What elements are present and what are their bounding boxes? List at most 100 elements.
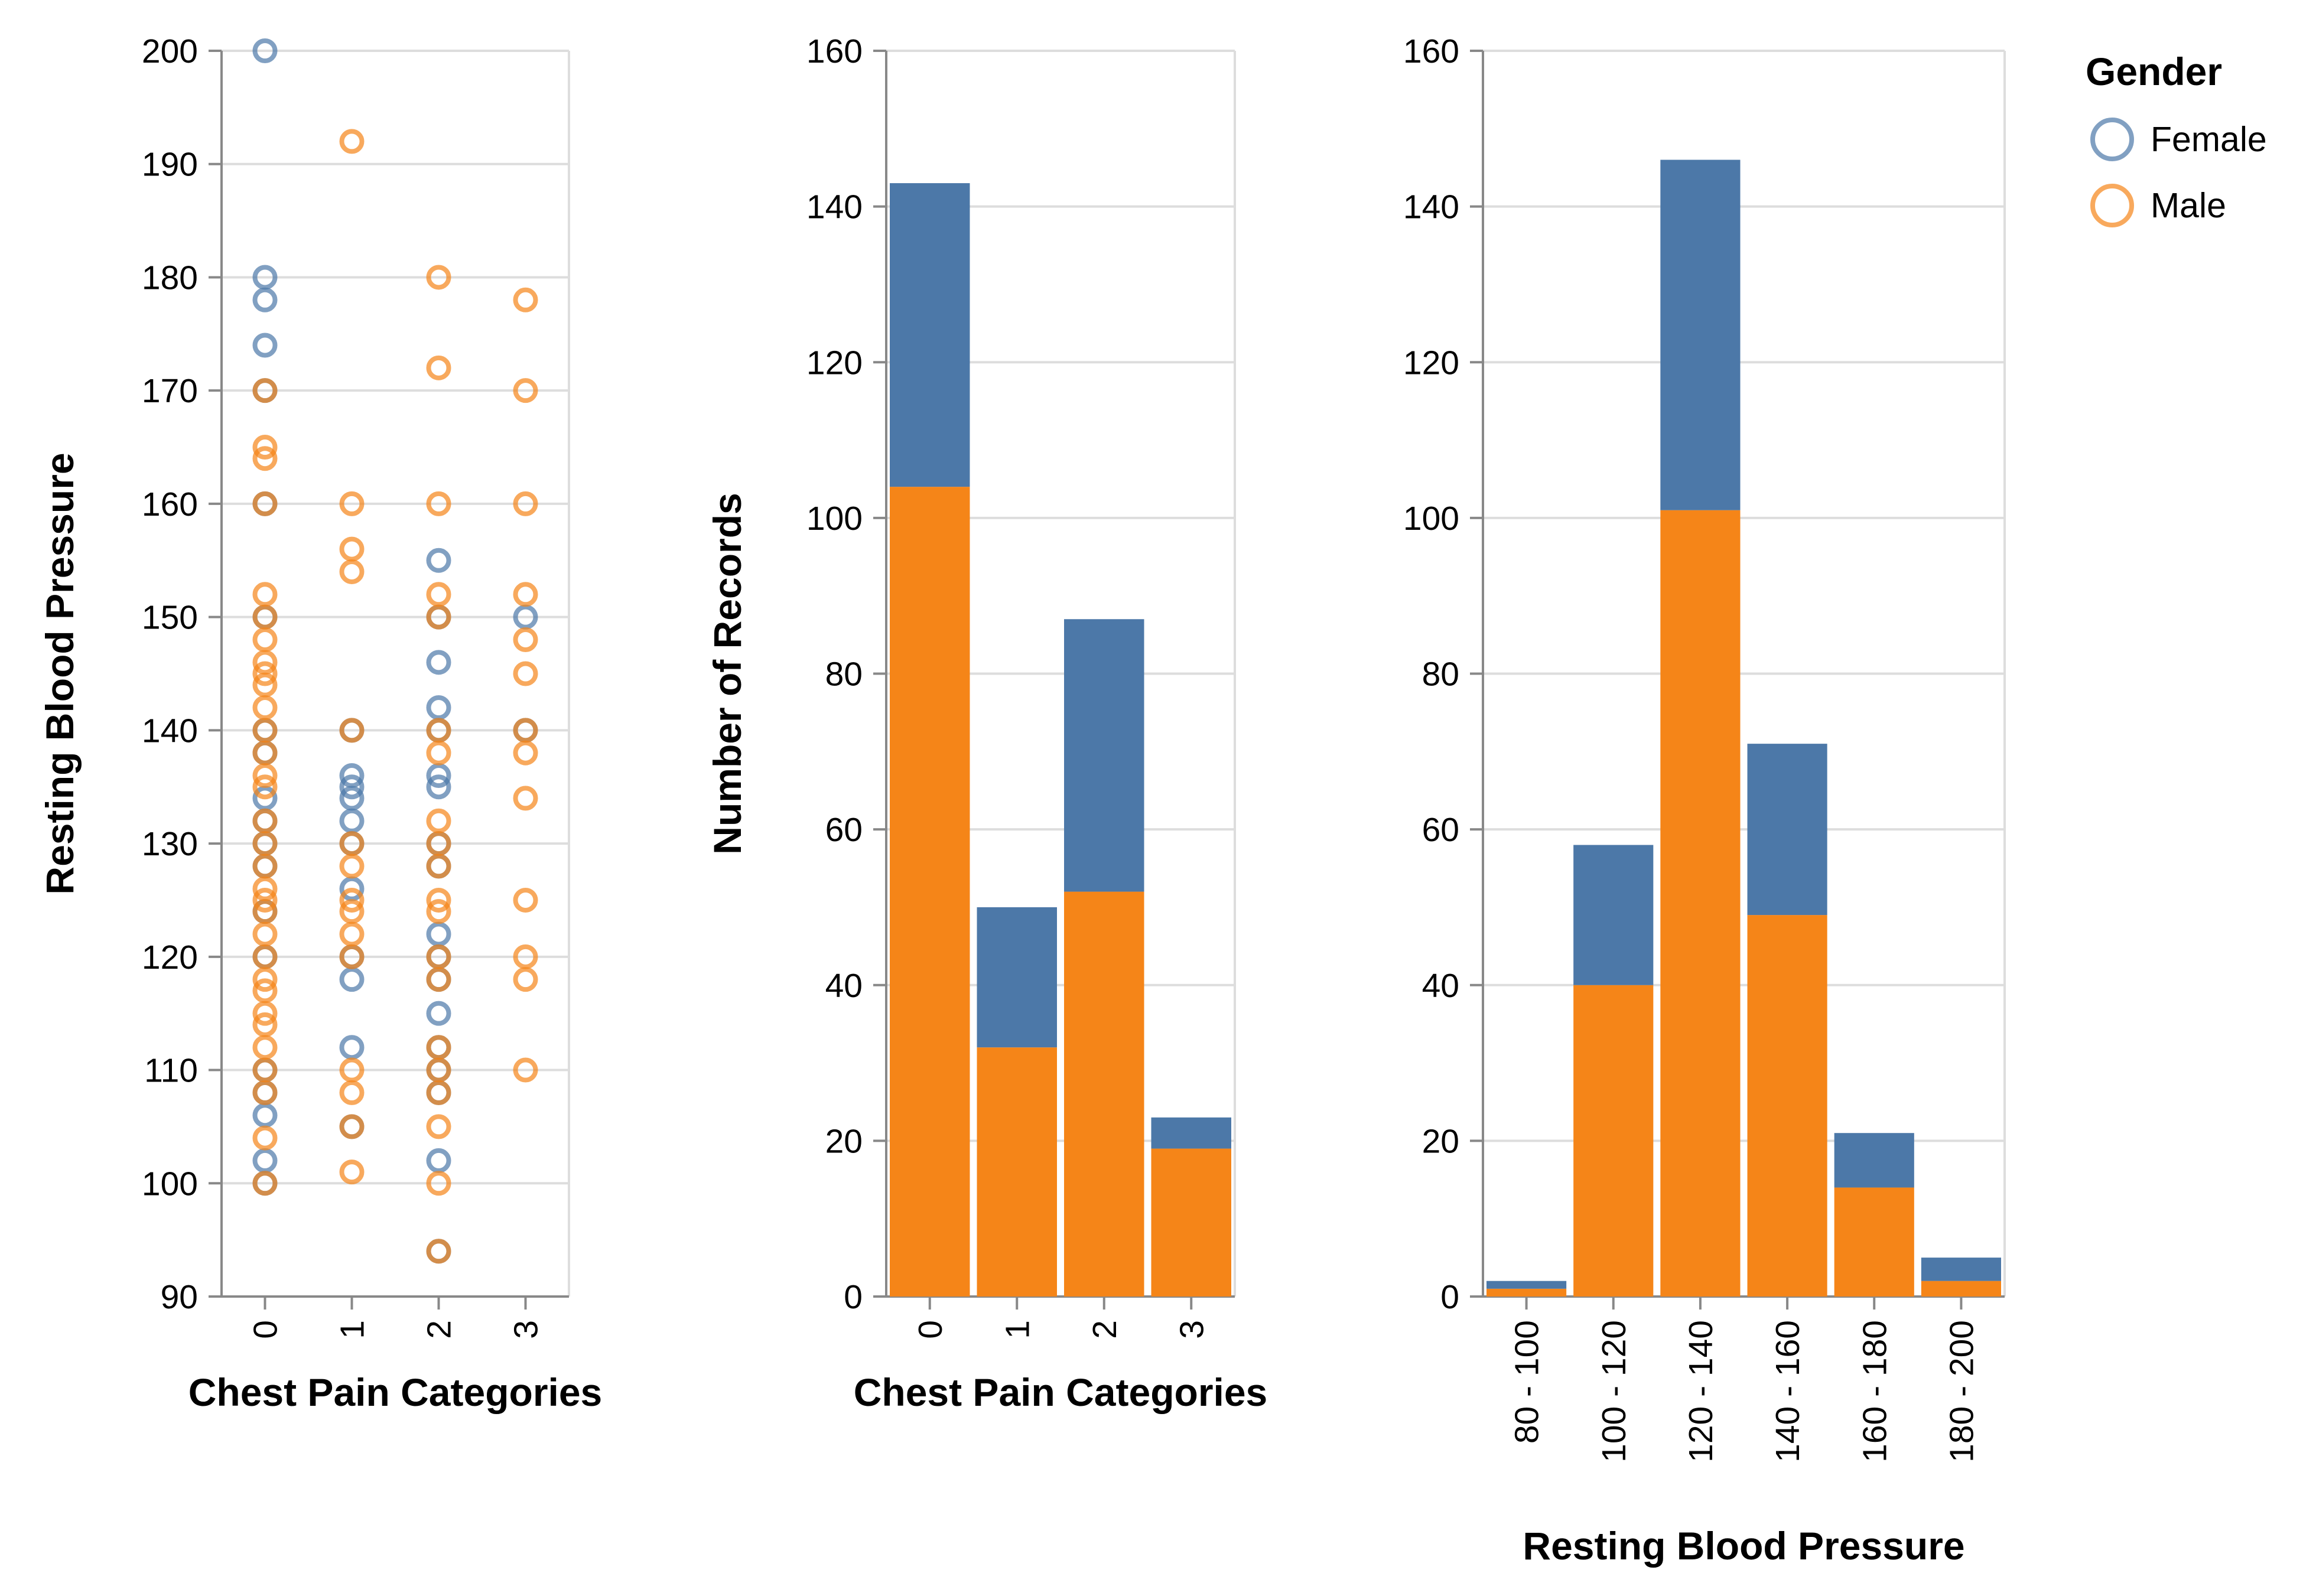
scatter-point-male [252,921,278,947]
scatter-point-male [252,944,278,969]
scatter-point-male [252,718,278,743]
scatter-point-male [252,695,278,721]
scatter-point-male [426,355,451,380]
scatter-point-male [426,582,451,607]
x-tick-label: 3 [508,1320,545,1339]
scatter-point-male [513,967,538,992]
scatter-point-male [252,1171,278,1196]
scatter-point-female [426,1148,451,1173]
bar-female [1747,744,1827,916]
scatter-point-female [339,786,365,811]
scatter-point-male [339,854,365,879]
scatter-point-female [339,774,365,800]
scatter-point-male [252,763,278,789]
y-tick-label: 80 [825,656,863,693]
scatter-point-male [426,1114,451,1139]
bar-male [890,487,970,1297]
y-tick-label: 160 [1403,32,1459,70]
x-tick-label: 80 - 100 [1508,1320,1546,1444]
legend-label-male: Male [2151,186,2226,225]
scatter-point-male [426,831,451,856]
scatter-point-male [426,1171,451,1196]
scatter-point-male [513,944,538,969]
scatter-point-male [339,1114,365,1139]
scatter-point-male [252,831,278,856]
scatter-point-female [252,333,278,358]
scatter-point-female [426,650,451,675]
scatter-point-male [513,740,538,766]
scatter-point-male [426,265,451,290]
bar-male [977,1047,1057,1297]
scatter-point-female [252,786,278,811]
bar-female [1151,1117,1231,1149]
y-tick-label: 60 [825,811,863,849]
scatter-point-male [513,627,538,652]
scatter-point-male [513,718,538,743]
y-tick-label: 190 [142,146,198,184]
scatter-point-male [252,582,278,607]
scatter-point-female [426,921,451,947]
y-tick-label: 130 [142,825,198,863]
scatter-point-male [252,604,278,630]
y-tick-label: 0 [844,1278,863,1316]
y-tick-label: 120 [1403,344,1459,382]
bar-female [1834,1133,1914,1188]
scatter-point-male [252,899,278,924]
scatter-point-male [426,718,451,743]
scatter-point-male [426,854,451,879]
scatter-point-female [339,763,365,789]
y-tick-label: 60 [1422,811,1459,849]
bar-female [1486,1281,1567,1289]
y-tick-label: 200 [142,32,198,70]
bar-female [1660,159,1741,510]
x-tick-label: 140 - 160 [1769,1320,1807,1463]
scatter-point-male [339,1057,365,1083]
scatter-point-male [426,1080,451,1105]
scatter-point-male [426,944,451,969]
x-tick-label: 0 [247,1320,285,1339]
x-tick-label: 160 - 180 [1856,1320,1894,1463]
bar-chart-blood-pressure: 0 20 40 60 80 100 120 140 160 80 - 100 100 - 120 12… [1403,32,2006,1568]
y-axis-title: Number of Records [705,493,749,854]
x-tick-label: 180 - 200 [1943,1320,1980,1463]
y-tick-label: 0 [1440,1278,1459,1316]
legend-item-male[interactable]: Male [2090,184,2226,227]
x-tick-label: 0 [912,1320,949,1339]
scatter-point-male [252,1125,278,1151]
scatter-point-male [339,491,365,516]
scatter-point-male [339,718,365,743]
scatter-point-male [513,661,538,686]
scatter-point-male [513,1057,538,1083]
bar-female [890,183,970,487]
scatter-point-male [426,808,451,833]
y-tick-label: 90 [161,1278,198,1316]
x-tick-label: 100 - 120 [1595,1320,1633,1463]
x-axis-title: Resting Blood Pressure [1523,1524,1964,1568]
scatter-point-male [339,129,365,154]
scatter-point-female [252,1148,278,1173]
scatter-point-male [513,287,538,312]
y-axis-title: Resting Blood Pressure [38,452,82,894]
x-tick-label: 2 [1086,1320,1124,1339]
scatter-point-male [252,876,278,901]
y-tick-label: 160 [142,486,198,523]
scatter-point-female [339,1035,365,1060]
y-tick-label: 120 [142,939,198,976]
bar-male [1747,915,1827,1297]
scatter-point-male [426,899,451,924]
scatter-point-male [252,627,278,652]
y-tick-label: 100 [806,500,863,538]
bar-male [1486,1288,1567,1297]
scatter-point-male [339,831,365,856]
scatter-point-female [426,695,451,721]
scatter-point-male [252,378,278,403]
scatter-point-male [426,1239,451,1264]
scatter-point-female [339,967,365,992]
bar-female [977,907,1057,1048]
scatter-point-male [339,559,365,584]
bar-male [1660,510,1741,1297]
legend-item-female[interactable]: Female [2090,118,2267,161]
y-tick-label: 160 [806,32,863,70]
scatter-point-female [252,38,278,63]
legend-symbol-female [2090,118,2134,161]
